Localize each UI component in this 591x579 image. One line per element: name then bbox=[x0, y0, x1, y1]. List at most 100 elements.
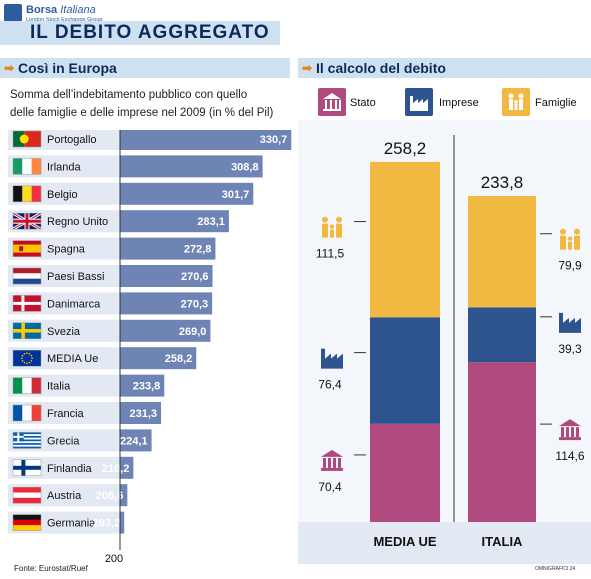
legend-label-famiglie: Famiglie bbox=[535, 97, 577, 109]
flag-border bbox=[12, 486, 42, 504]
brand-name: Borsa Italiana bbox=[26, 4, 96, 16]
bank-roof bbox=[321, 449, 343, 457]
bank-column bbox=[561, 427, 564, 438]
family-body bbox=[322, 223, 328, 238]
flag-border bbox=[12, 459, 42, 477]
segment-value-label: 76,4 bbox=[318, 378, 342, 392]
country-label: Germania bbox=[47, 518, 96, 530]
country-label: Austria bbox=[47, 490, 82, 502]
family-body bbox=[560, 235, 566, 250]
family-body bbox=[519, 99, 523, 110]
flag-part bbox=[13, 278, 41, 285]
flag-part bbox=[31, 405, 42, 421]
flag-star bbox=[30, 359, 33, 362]
segment-value-label: 39,3 bbox=[558, 342, 582, 356]
country-label: Paesi Bassi bbox=[47, 271, 104, 283]
flag-border bbox=[12, 240, 42, 257]
bank-icon bbox=[318, 88, 346, 116]
flag-part bbox=[13, 435, 41, 438]
country-label: Irlanda bbox=[47, 161, 82, 173]
bar-value-label: 233,8 bbox=[133, 381, 161, 393]
bank-column bbox=[328, 457, 331, 468]
flag-part bbox=[31, 377, 42, 394]
axis-tick-label: 200 bbox=[105, 553, 123, 565]
factory-shape bbox=[559, 312, 581, 333]
bank-roof bbox=[323, 93, 341, 99]
right-section-label: Il calcolo del debito bbox=[316, 60, 446, 76]
flag-part bbox=[13, 432, 41, 435]
flag-belgium bbox=[12, 185, 42, 203]
category-label: MEDIA UE bbox=[373, 534, 436, 549]
flag-border bbox=[12, 377, 42, 394]
flag-star bbox=[23, 361, 26, 364]
stack-segment-famiglie bbox=[370, 161, 440, 318]
flag-part bbox=[13, 497, 41, 504]
flag-part bbox=[13, 435, 24, 438]
flag-part bbox=[13, 514, 41, 520]
flag-part bbox=[19, 134, 29, 144]
factory-icon bbox=[405, 88, 433, 116]
flag-part bbox=[13, 301, 41, 305]
bank-column bbox=[323, 457, 326, 468]
flag-star bbox=[28, 352, 31, 355]
country-label: Danimarca bbox=[47, 298, 101, 310]
bar bbox=[120, 456, 134, 479]
flag-part bbox=[13, 434, 41, 437]
bar-value-label: 270,6 bbox=[181, 271, 209, 283]
bar bbox=[120, 484, 128, 507]
country-label: Portogallo bbox=[47, 134, 97, 146]
family-icon bbox=[502, 88, 530, 116]
flag-border bbox=[12, 349, 42, 367]
bar-value-label: 301,7 bbox=[222, 189, 250, 201]
arrow-icon: ➡ bbox=[302, 61, 313, 75]
country-label: Belgio bbox=[47, 189, 78, 201]
flag-part bbox=[22, 377, 32, 394]
family-head bbox=[567, 236, 573, 241]
country-label: Svezia bbox=[47, 326, 81, 338]
bar-value-label: 258,2 bbox=[165, 353, 193, 365]
bar bbox=[120, 155, 263, 178]
flag-border bbox=[12, 514, 42, 531]
bank-column bbox=[333, 457, 336, 468]
flag-part bbox=[25, 213, 29, 230]
flag-part bbox=[13, 158, 23, 175]
flag-part bbox=[13, 465, 41, 470]
flag-spain bbox=[12, 240, 42, 257]
flag-part bbox=[13, 329, 41, 333]
flag-portugal bbox=[12, 130, 42, 148]
country-label: MEDIA Ue bbox=[47, 353, 98, 365]
chart-background bbox=[298, 120, 591, 564]
subtitle-line-1: Somma dell’indebitamento pubblico con qu… bbox=[10, 89, 248, 101]
flag-star bbox=[30, 354, 33, 357]
family-icon bbox=[322, 216, 342, 238]
stack-segment-imprese bbox=[370, 317, 440, 424]
bar-value-label: 210,2 bbox=[102, 463, 130, 475]
left-section-header: ➡ Così in Europa bbox=[0, 58, 290, 78]
bar bbox=[120, 130, 292, 150]
left-section-label: Così in Europa bbox=[18, 60, 117, 76]
flag-part bbox=[13, 487, 41, 493]
flag-part bbox=[13, 377, 23, 394]
bar bbox=[120, 210, 229, 233]
bar-value-label: 224,1 bbox=[120, 435, 148, 447]
bar bbox=[120, 402, 162, 424]
flag-part bbox=[31, 185, 42, 202]
bar bbox=[120, 374, 165, 397]
flag-greece bbox=[12, 432, 42, 449]
stack-segment-stato bbox=[468, 362, 536, 522]
family-body bbox=[574, 235, 580, 250]
family-body bbox=[509, 99, 513, 110]
flag-austria bbox=[12, 486, 42, 504]
bar bbox=[120, 292, 213, 315]
flag-border bbox=[12, 185, 42, 203]
bank-icon bbox=[559, 419, 581, 441]
country-label: Spagna bbox=[47, 244, 86, 256]
flag-part bbox=[13, 525, 41, 531]
bar-value-label: 203,2 bbox=[93, 518, 121, 530]
flag-border bbox=[12, 130, 42, 148]
factory-shape bbox=[410, 96, 428, 111]
bank-column bbox=[339, 100, 341, 109]
country-label: Francia bbox=[47, 408, 85, 420]
flag-part bbox=[13, 185, 23, 202]
stack-segment-famiglie bbox=[468, 196, 536, 308]
